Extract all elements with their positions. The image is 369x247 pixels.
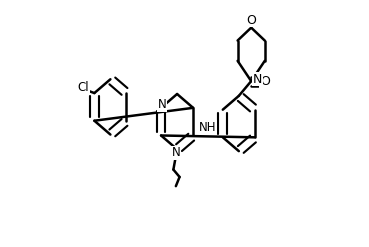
Text: N: N (172, 146, 180, 160)
Text: Cl: Cl (77, 81, 89, 94)
Text: O: O (246, 14, 256, 27)
Text: N: N (158, 98, 167, 111)
Text: NH: NH (199, 121, 217, 134)
Text: N: N (253, 73, 262, 86)
Text: O: O (260, 75, 270, 88)
